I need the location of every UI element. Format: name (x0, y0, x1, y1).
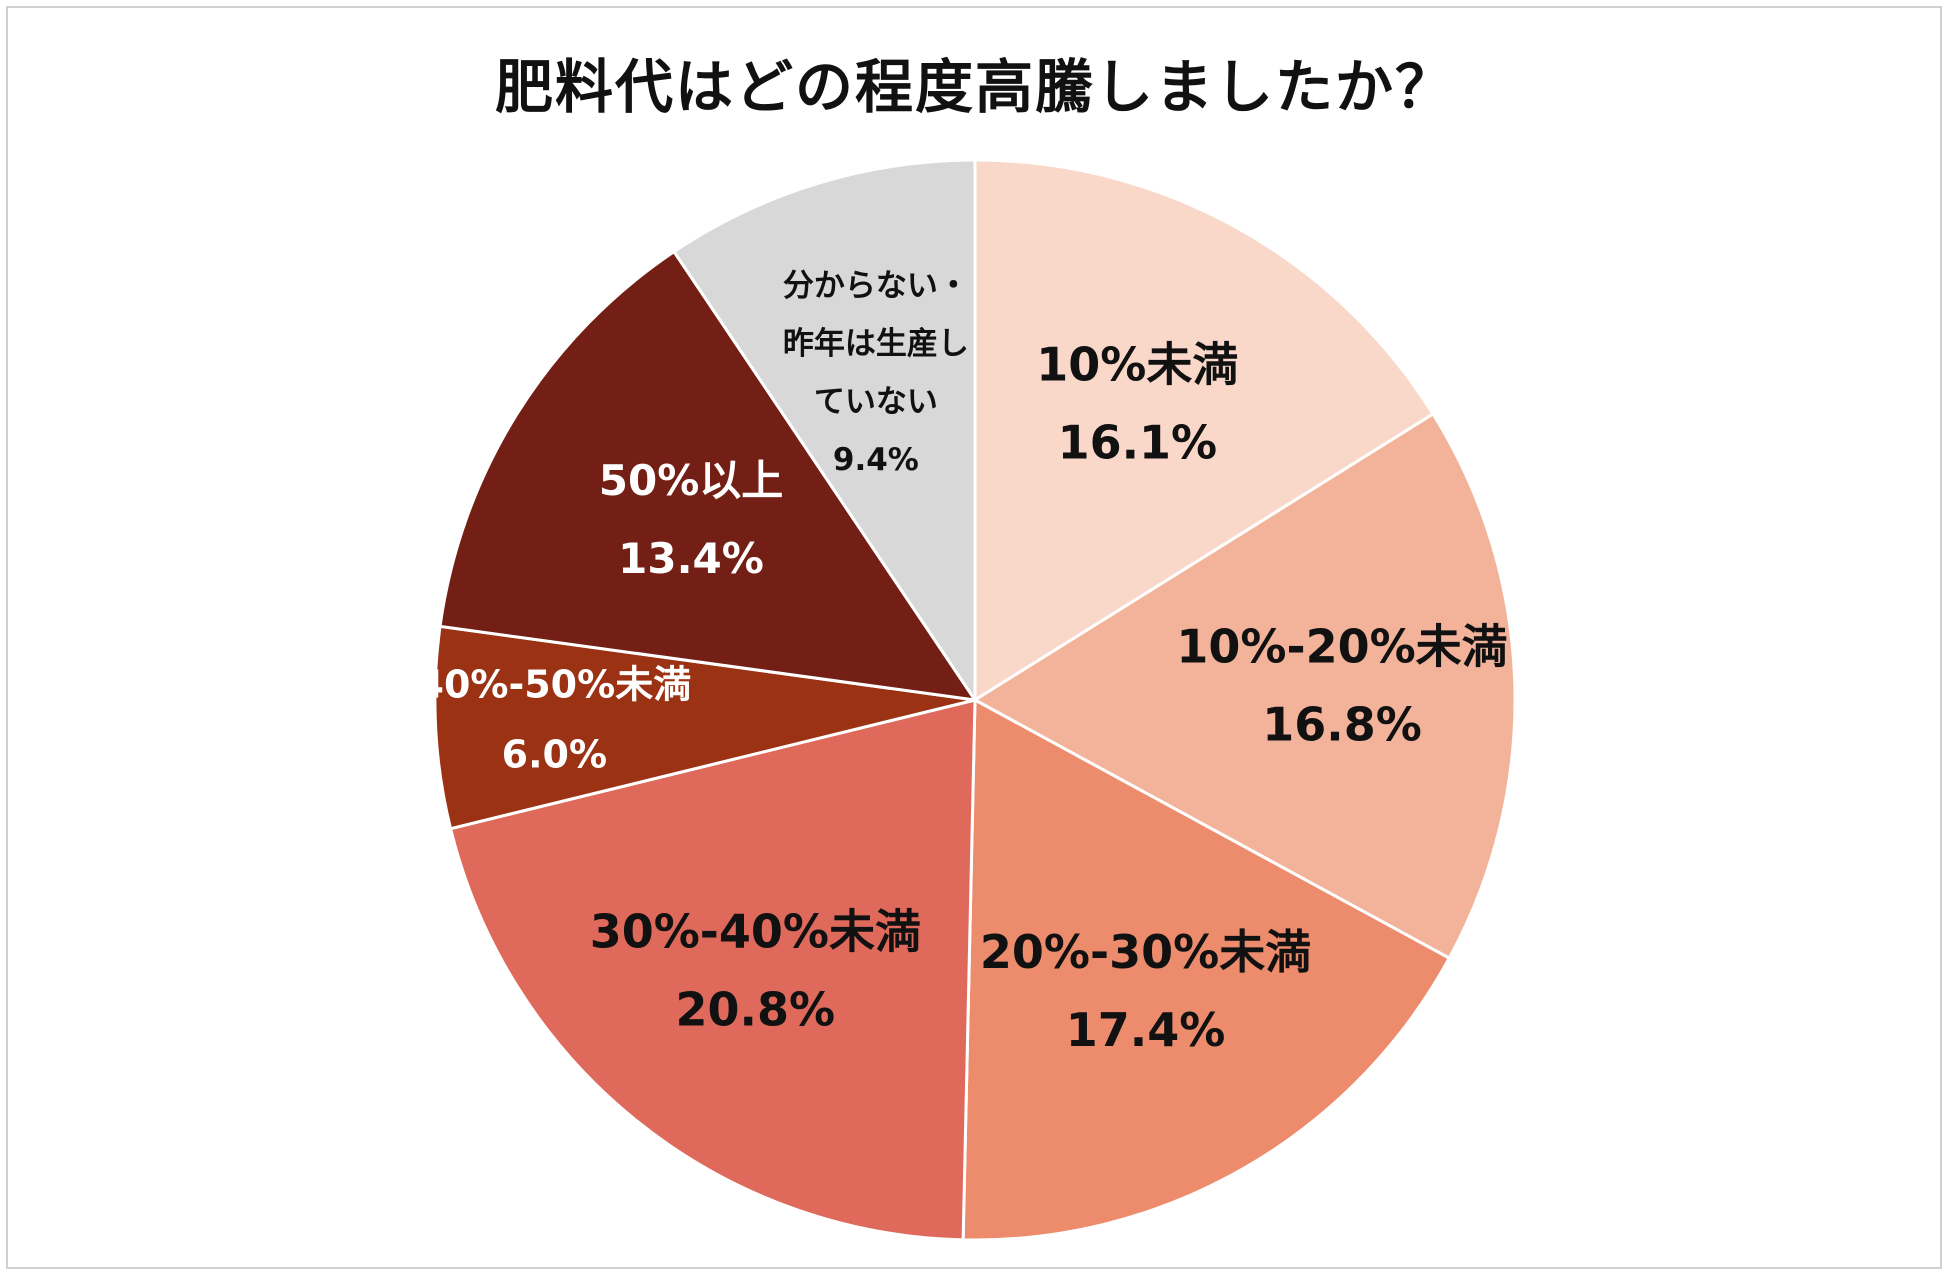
slice-name-label-2-0: 20%-30%未満 (980, 925, 1311, 979)
pie-slice-2 (961, 697, 1452, 1242)
slice-name-label-4-0: 40%-50%未満 (418, 662, 692, 706)
slice-name-label-6-0: 分からない・ (783, 268, 969, 304)
slice-value-label-3: 20.8% (676, 982, 836, 1036)
pie-slice-4 (433, 624, 976, 831)
pie-slice-3 (448, 698, 977, 1242)
slice-value-label-5: 13.4% (618, 534, 764, 583)
slice-value-label-0: 16.1% (1058, 416, 1218, 470)
slice-name-label-5-0: 50%以上 (599, 456, 784, 505)
slice-name-label-3-0: 30%-40%未満 (590, 904, 921, 958)
chart-title: 肥料代はどの程度高騰しましたか？ (494, 53, 1455, 121)
slice-name-label-1-0: 10%-20%未満 (1176, 620, 1507, 674)
slice-value-label-6: 9.4% (833, 442, 919, 478)
slice-value-label-2: 17.4% (1066, 1003, 1226, 1057)
pie-slice-6 (671, 158, 977, 705)
pie-slice-5 (438, 249, 979, 702)
slice-name-label-6-1: 昨年は生産し (783, 326, 969, 362)
pie-slices (433, 158, 1517, 1242)
pie-slice-0 (973, 158, 1436, 703)
slice-name-label-0-0: 10%未満 (1036, 338, 1238, 392)
pie-slice-1 (972, 411, 1517, 961)
slice-name-label-6-2: ていない (814, 384, 938, 420)
slice-value-label-1: 16.8% (1262, 698, 1422, 752)
pie-labels: 10%未満 16.1% 10%-20%未満 16.8% 20%-30%未満 17.4% 30… (418, 268, 1508, 1057)
slice-value-label-4: 6.0% (502, 732, 607, 776)
